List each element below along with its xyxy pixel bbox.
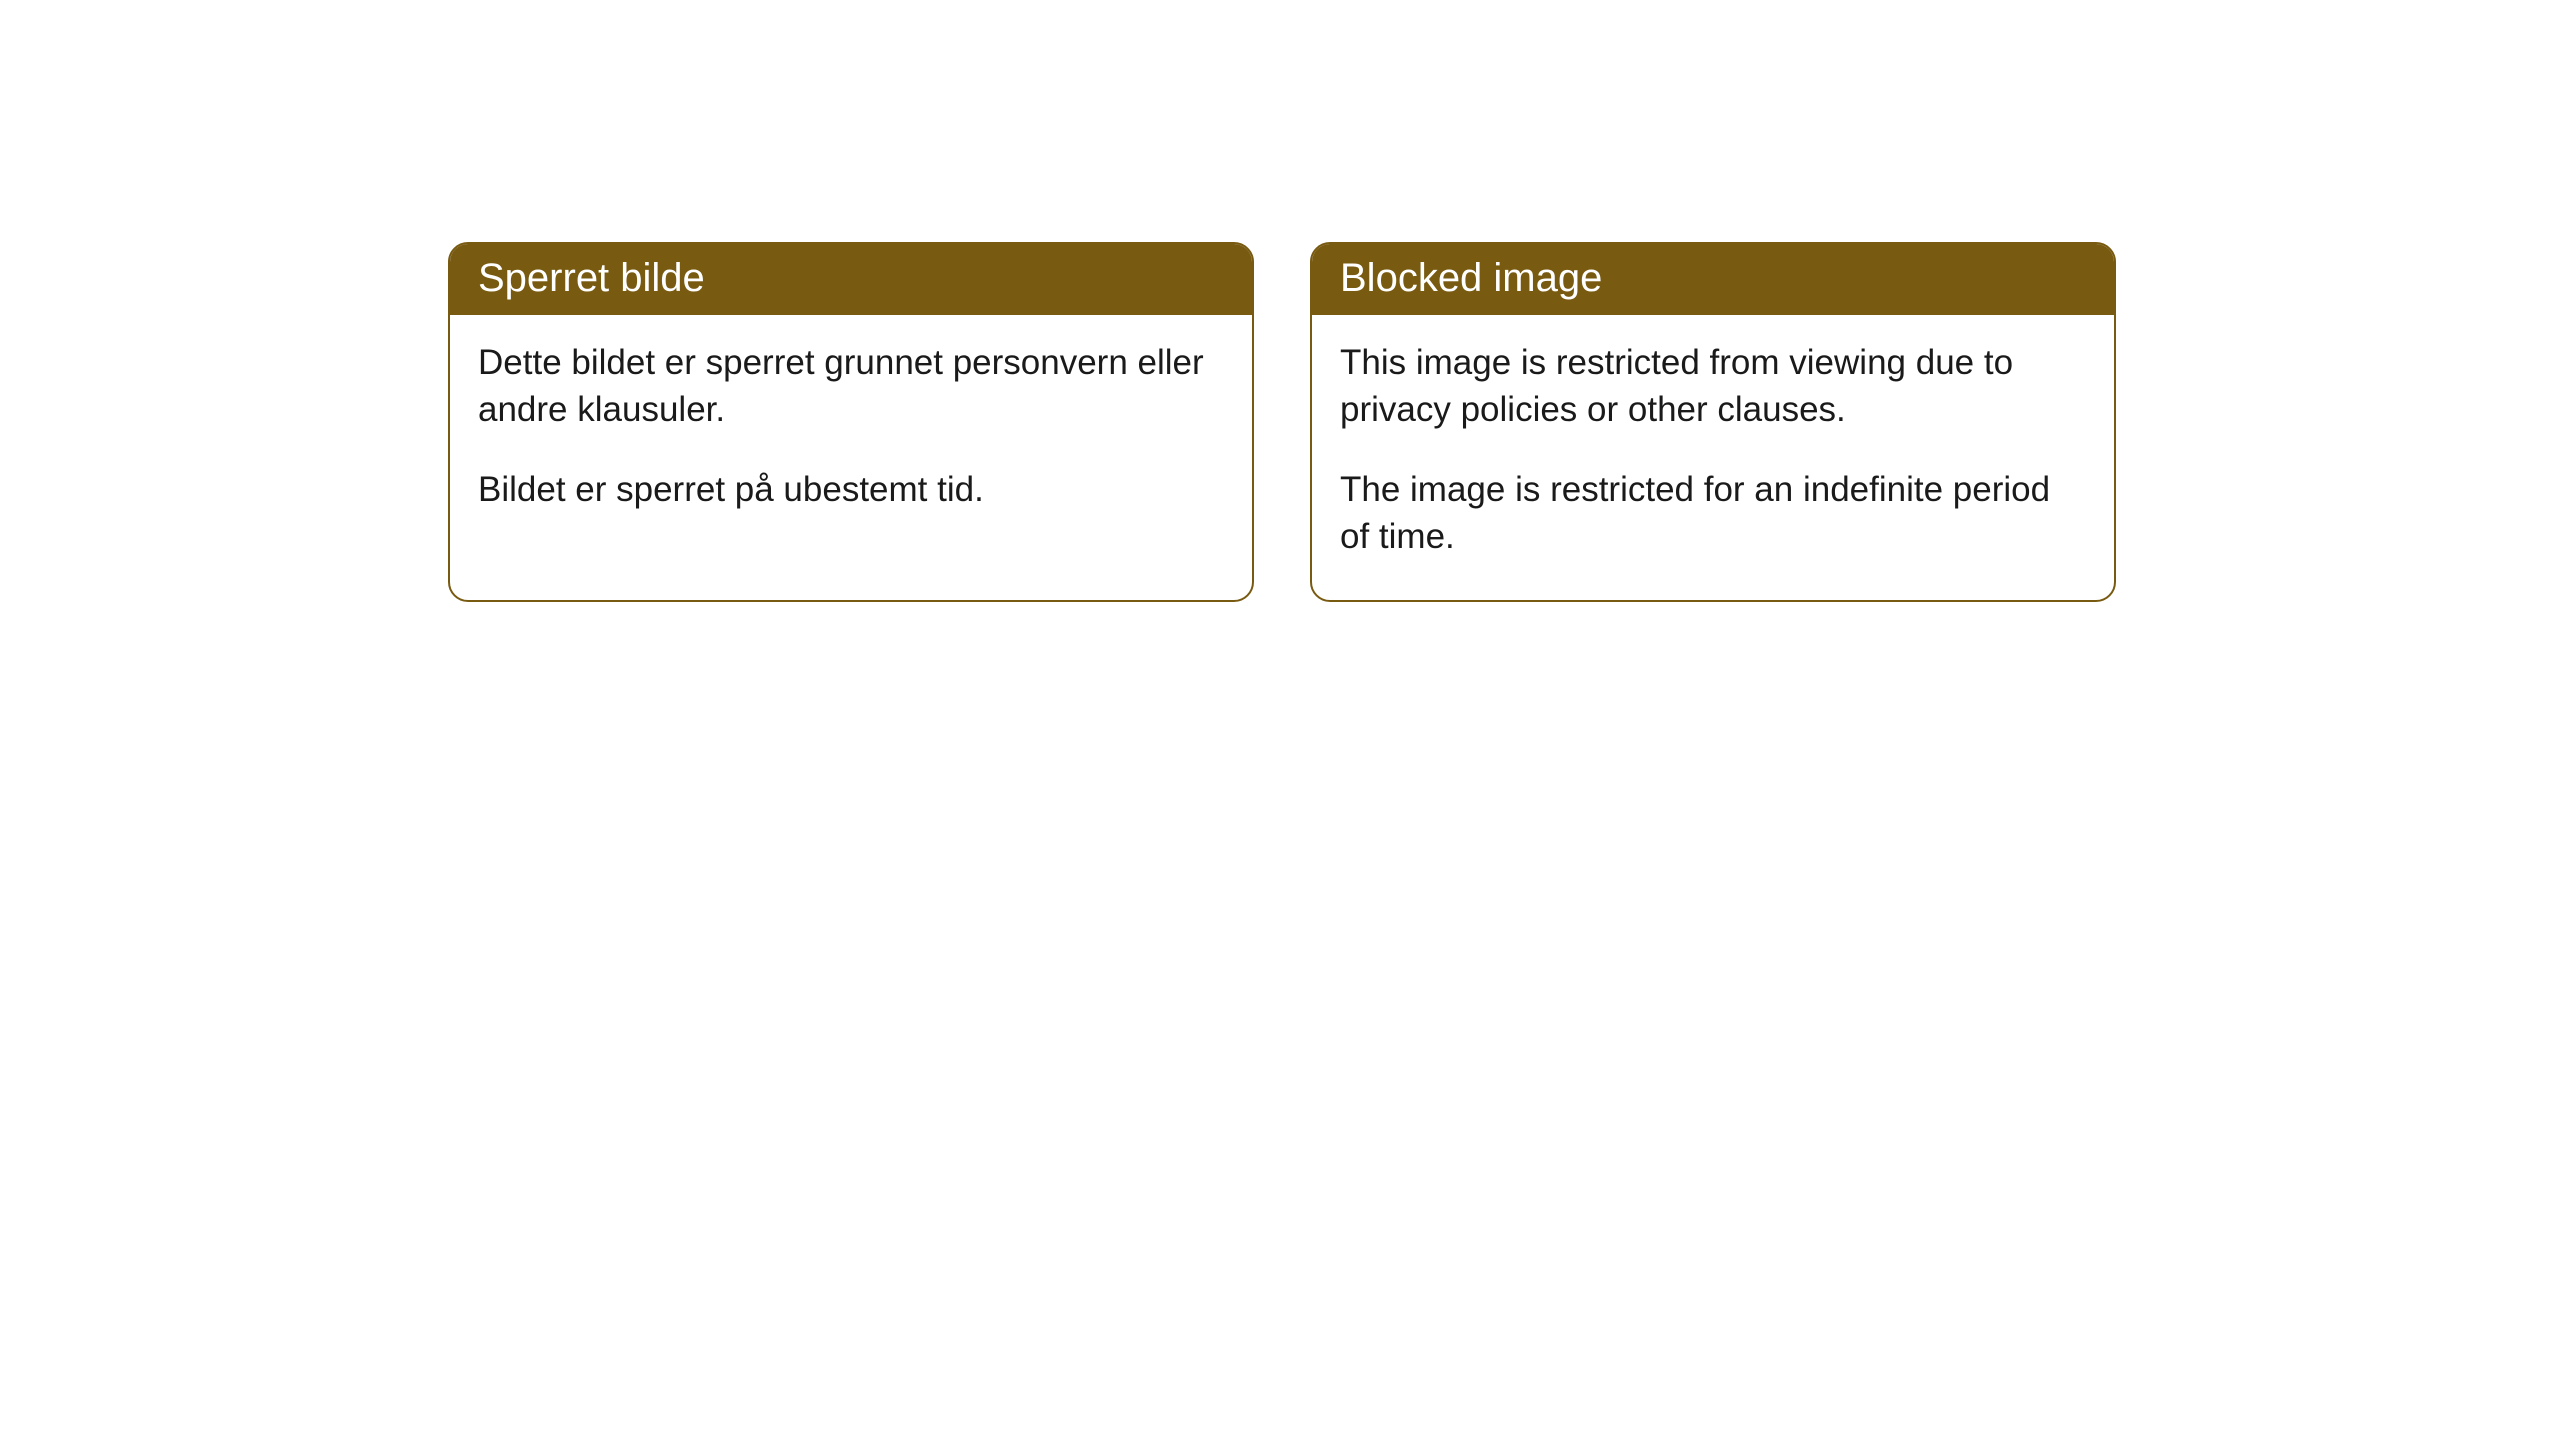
card-body-english: This image is restricted from viewing du…	[1312, 315, 2114, 600]
notice-paragraph-2-english: The image is restricted for an indefinit…	[1340, 466, 2086, 561]
blocked-image-card-english: Blocked image This image is restricted f…	[1310, 242, 2116, 602]
card-header-norwegian: Sperret bilde	[450, 244, 1252, 315]
card-body-norwegian: Dette bildet er sperret grunnet personve…	[450, 315, 1252, 553]
card-header-english: Blocked image	[1312, 244, 2114, 315]
notice-paragraph-1-norwegian: Dette bildet er sperret grunnet personve…	[478, 339, 1224, 434]
notice-paragraph-1-english: This image is restricted from viewing du…	[1340, 339, 2086, 434]
blocked-image-card-norwegian: Sperret bilde Dette bildet er sperret gr…	[448, 242, 1254, 602]
notice-container: Sperret bilde Dette bildet er sperret gr…	[0, 0, 2560, 602]
notice-paragraph-2-norwegian: Bildet er sperret på ubestemt tid.	[478, 466, 1224, 513]
